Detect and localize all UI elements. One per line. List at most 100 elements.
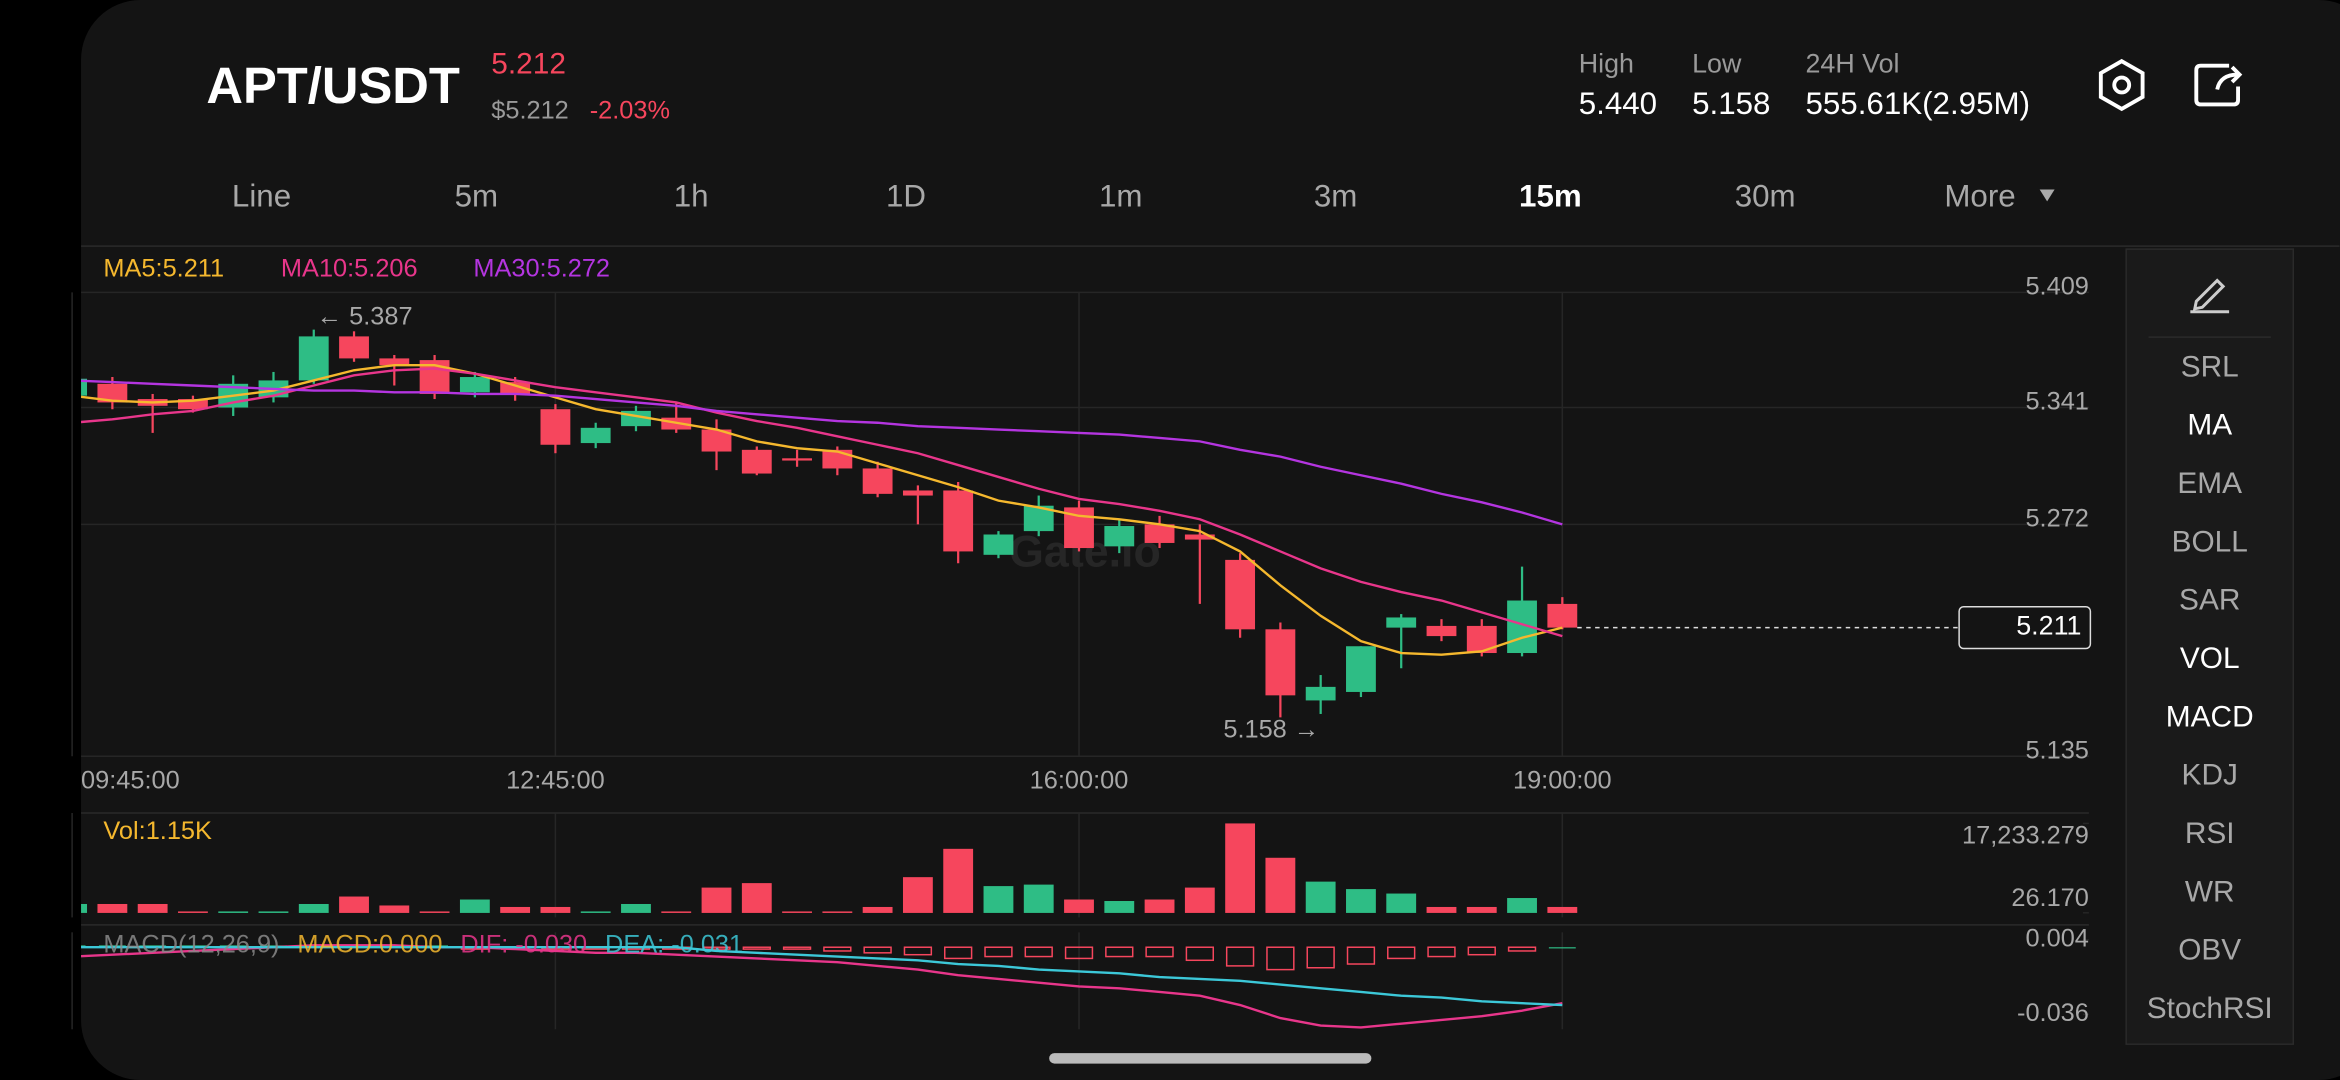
candle-body bbox=[1346, 646, 1376, 692]
home-indicator bbox=[1049, 1053, 1372, 1064]
candle-body bbox=[298, 336, 329, 381]
y-tick-label: 5.135 bbox=[2025, 737, 2088, 765]
candle-body bbox=[862, 468, 893, 494]
ma-line bbox=[81, 367, 1563, 638]
candle-body bbox=[81, 378, 88, 396]
volume-bar bbox=[500, 906, 531, 913]
interval-tab[interactable]: More bbox=[1944, 179, 2015, 214]
y-tick-label: 5.409 bbox=[2025, 273, 2088, 301]
volume-bar bbox=[218, 911, 249, 913]
indicator-item[interactable]: BOLL bbox=[2172, 525, 2248, 558]
indicator-item[interactable]: MACD bbox=[2166, 700, 2254, 733]
candle-body bbox=[1225, 559, 1256, 630]
candle-body bbox=[782, 458, 812, 461]
macd-bar bbox=[742, 946, 771, 950]
indicator-item[interactable]: VOL bbox=[2180, 642, 2240, 675]
volume-bar bbox=[1386, 893, 1417, 913]
volume-bar bbox=[379, 905, 410, 913]
macd-bar bbox=[1225, 946, 1255, 967]
indicator-item[interactable]: RSI bbox=[2185, 817, 2235, 850]
macd-bar bbox=[823, 946, 852, 952]
high-annotation: ← 5.387 bbox=[317, 302, 413, 330]
macd-bar bbox=[903, 946, 933, 956]
volume-bar bbox=[1184, 887, 1215, 913]
indicator-item[interactable]: SAR bbox=[2179, 584, 2240, 617]
volume-bar bbox=[1346, 889, 1376, 913]
candle-body bbox=[379, 358, 410, 366]
share-icon[interactable] bbox=[2194, 63, 2243, 107]
macd-bar bbox=[944, 946, 973, 960]
candle-body bbox=[459, 377, 490, 393]
icon-shape bbox=[2098, 58, 2145, 112]
candle-body bbox=[500, 382, 531, 394]
icon-shape bbox=[2215, 65, 2243, 90]
symbol: APT/USDT bbox=[206, 57, 460, 114]
y-tick-label: 5.341 bbox=[2025, 388, 2088, 416]
macd-line bbox=[81, 944, 1563, 1029]
candle-body bbox=[943, 490, 974, 552]
indicator-item[interactable]: OBV bbox=[2178, 934, 2241, 967]
candle-body bbox=[741, 449, 772, 474]
volume-bar bbox=[1547, 906, 1578, 913]
macd-bar bbox=[1467, 946, 1496, 956]
macd-bar bbox=[1548, 947, 1576, 949]
dropdown-arrow bbox=[2039, 189, 2055, 202]
y-tick-label: 17,233.279 bbox=[1962, 822, 2089, 850]
volume-bar bbox=[782, 911, 812, 913]
volume-bar bbox=[459, 899, 490, 913]
interval-tab[interactable]: 1D bbox=[886, 179, 926, 214]
indicator-item[interactable]: WR bbox=[2185, 875, 2235, 908]
volume-bar bbox=[97, 903, 128, 913]
draw-tool-icon[interactable] bbox=[2190, 278, 2230, 314]
stat-value: 555.61K(2.95M) bbox=[1805, 86, 2030, 121]
interval-tab[interactable]: Line bbox=[232, 179, 291, 214]
macd-bar bbox=[1427, 946, 1456, 958]
candle-body bbox=[580, 427, 611, 444]
interval-tab[interactable]: 5m bbox=[455, 179, 499, 214]
ma-line bbox=[81, 379, 1563, 526]
indicator-item[interactable]: StochRSI bbox=[2147, 992, 2273, 1025]
macd-label: DEA: -0.031 bbox=[605, 930, 743, 958]
macd-bar bbox=[1306, 946, 1335, 969]
stat-value: 5.440 bbox=[1579, 86, 1657, 121]
volume-bar bbox=[580, 911, 611, 913]
interval-tab[interactable]: 30m bbox=[1735, 179, 1796, 214]
indicator-item[interactable]: SRL bbox=[2181, 350, 2239, 383]
candle-body bbox=[1184, 534, 1215, 540]
macd-bar bbox=[1507, 946, 1537, 952]
low-annotation: 5.158 → bbox=[1223, 715, 1319, 743]
indicator-item[interactable]: MA bbox=[2187, 409, 2232, 442]
macd-bar bbox=[1387, 946, 1416, 960]
interval-tab[interactable]: 15m bbox=[1519, 179, 1582, 214]
indicator-item[interactable]: EMA bbox=[2177, 467, 2242, 500]
interval-tab[interactable]: 1m bbox=[1099, 179, 1143, 214]
macd-label: MACD(12,26,9) bbox=[103, 930, 279, 958]
interval-tab[interactable]: 3m bbox=[1314, 179, 1358, 214]
macd-bar bbox=[1105, 946, 1134, 958]
legend-entry: MA5:5.211 bbox=[103, 255, 224, 283]
volume-bar bbox=[1023, 884, 1054, 913]
macd-label: MACD:0.000 bbox=[297, 930, 442, 958]
icon-shape bbox=[2194, 63, 2241, 107]
macd-bar bbox=[1185, 946, 1215, 962]
indicator-item[interactable]: KDJ bbox=[2182, 759, 2238, 792]
macd-bar bbox=[1064, 946, 1094, 960]
volume-bar bbox=[902, 877, 933, 913]
candle-body bbox=[1104, 526, 1135, 547]
legend-entry: MA10:5.206 bbox=[281, 255, 418, 283]
stat-label: Low bbox=[1692, 49, 1742, 79]
macd-bar bbox=[1024, 946, 1053, 958]
last-price-box bbox=[1958, 605, 2092, 650]
y-tick-label: -0.036 bbox=[2017, 999, 2089, 1027]
stat-label: 24H Vol bbox=[1805, 49, 1899, 79]
volume-bar bbox=[661, 911, 692, 913]
volume-bar bbox=[701, 887, 732, 913]
indicator-panel bbox=[2125, 248, 2295, 1045]
macd-bar bbox=[782, 946, 812, 950]
settings-icon[interactable] bbox=[2098, 58, 2145, 112]
interval-tab[interactable]: 1h bbox=[674, 179, 709, 214]
candle-body bbox=[1426, 625, 1457, 637]
candle-body bbox=[540, 409, 571, 445]
